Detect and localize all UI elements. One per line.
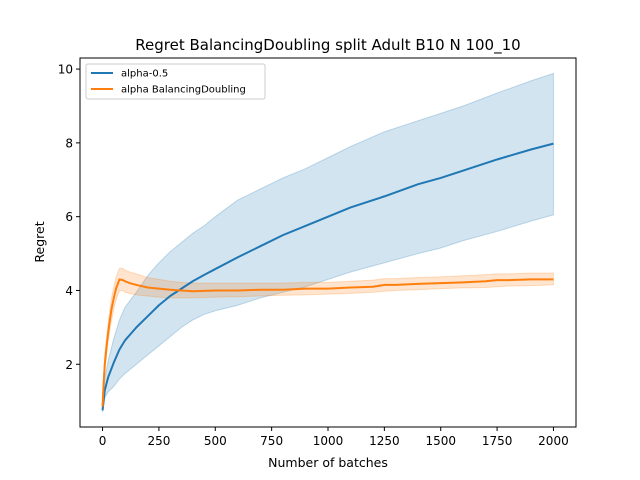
y-tick-label: 8 (65, 136, 73, 150)
x-axis-ticks: 0 250 500 750 1000 1250 1500 1750 2000 (99, 427, 569, 448)
band-alpha-0-5 (102, 72, 554, 413)
x-tick-label: 1500 (425, 434, 456, 448)
band-alpha-balancingdoubling (102, 267, 554, 409)
x-tick-label: 0 (99, 434, 107, 448)
y-axis-ticks: 2 4 6 8 10 (58, 63, 80, 372)
legend-label-alpha-0-5: alpha-0.5 (121, 69, 168, 80)
legend-box (85, 63, 266, 100)
x-tick-label: 500 (204, 434, 227, 448)
x-tick-label: 1000 (313, 434, 344, 448)
x-tick-label: 750 (260, 434, 283, 448)
chart-title: Regret BalancingDoubling split Adult B10… (135, 36, 520, 55)
y-tick-label: 6 (65, 210, 73, 224)
confidence-bands (102, 72, 554, 413)
y-tick-label: 10 (58, 63, 73, 77)
legend-label-alpha-balancingdoubling: alpha BalancingDoubling (121, 85, 246, 96)
x-tick-label: 2000 (538, 434, 569, 448)
y-tick-label: 2 (65, 358, 73, 372)
x-tick-label: 250 (147, 434, 170, 448)
x-tick-label: 1750 (482, 434, 513, 448)
y-axis-label: Regret (32, 221, 47, 262)
line-alpha-0-5 (101, 142, 554, 411)
x-axis-label: Number of batches (268, 455, 388, 470)
line-alpha-balancingdoubling (101, 278, 554, 407)
x-tick-label: 1250 (369, 434, 400, 448)
y-tick-label: 4 (65, 284, 73, 298)
series-lines (101, 142, 554, 411)
legend: alpha-0.5 alpha BalancingDoubling (85, 63, 266, 100)
